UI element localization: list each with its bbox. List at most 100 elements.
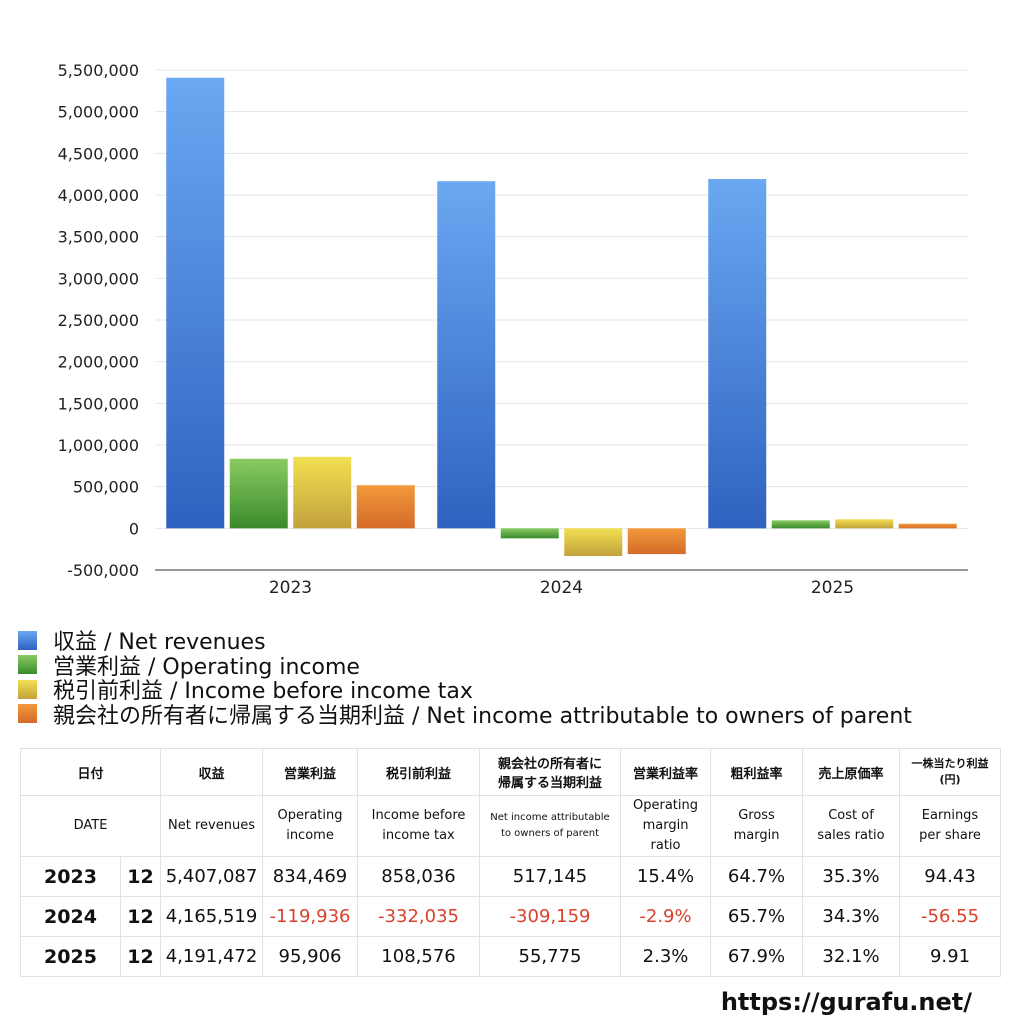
bar-income_before_tax-2024 (564, 528, 623, 557)
th-gross-margin-en: Gross margin (710, 795, 804, 857)
cell-operating-income: 95,906 (262, 936, 359, 977)
legend-item-operating-income: 営業利益 / Operating income (18, 653, 912, 680)
cell-net-income: 517,145 (479, 856, 622, 897)
legend-label-net-income-parent: 親会社の所有者に帰属する当期利益 / Net income attributab… (53, 703, 912, 729)
bar-operating_income-2024 (500, 528, 559, 539)
bar-income_before_tax-2025 (835, 519, 894, 529)
th-op-margin-en: Operating margin ratio (620, 795, 712, 857)
th-operating-income-en: Operating income (262, 795, 359, 857)
bar-net_income_parent-2024 (627, 528, 686, 555)
cell-month: 12 (119, 936, 162, 977)
th-operating-income-jp: 営業利益 (262, 748, 359, 796)
th-cost-ratio-en-line1: Cost of (828, 808, 874, 823)
th-net-income-en-line2: to owners of parent (500, 828, 600, 839)
th-pretax-jp: 税引前利益 (357, 748, 481, 796)
cell-pretax: -332,035 (357, 896, 481, 937)
legend-swatch-net-revenues (18, 630, 37, 650)
table-row: 2025 12 4,191,472 95,906 108,576 55,775 … (20, 936, 1002, 977)
site-url[interactable]: https://gurafu.net/ (720, 988, 972, 1016)
legend-label-net-revenues: 収益 / Net revenues (53, 630, 266, 656)
x-axis-labels: 2023 2024 2025 (269, 578, 854, 598)
th-net-income-jp-line1: 親会社の所有者に (498, 757, 603, 772)
cell-cost-ratio: 34.3% (802, 896, 901, 937)
th-eps-jp: 一株当たり利益 (円) (899, 748, 1002, 796)
y-tick-label: -500,000 (67, 561, 139, 580)
bar-net_income_parent-2025 (898, 523, 957, 529)
y-tick-label: 2,000,000 (58, 353, 139, 372)
bar-net_revenues-2023 (166, 77, 225, 529)
cell-revenues: 4,165,519 (160, 896, 264, 937)
th-cost-ratio-en: Cost of sales ratio (802, 795, 901, 857)
x-tick-label: 2025 (811, 578, 854, 598)
cell-op-margin: 2.3% (620, 936, 712, 977)
bar-operating_income-2023 (229, 458, 288, 529)
th-gross-margin-jp: 粗利益率 (710, 748, 804, 796)
bar-net_revenues-2024 (437, 181, 496, 529)
legend-swatch-income-before-tax (18, 679, 37, 699)
th-op-margin-en-line1: Operating (633, 798, 699, 813)
bar-net_revenues-2025 (708, 179, 767, 529)
cell-month: 12 (119, 856, 162, 897)
table-header-jp: 日付 収益 営業利益 税引前利益 親会社の所有者に 帰属する当期利益 営業利益率… (19, 748, 1002, 796)
th-cost-ratio-en-line2: sales ratio (817, 828, 885, 843)
legend-label-operating-income: 営業利益 / Operating income (53, 654, 360, 680)
bar-income_before_tax-2023 (293, 456, 352, 529)
th-pretax-en: Income before income tax (357, 795, 481, 857)
cell-operating-income: -119,936 (262, 896, 359, 937)
y-tick-label: 3,000,000 (58, 269, 139, 288)
cell-op-margin: -2.9% (620, 896, 712, 937)
y-tick-label: 4,000,000 (58, 186, 139, 205)
th-date-en: DATE (19, 795, 162, 857)
cell-eps: 9.91 (899, 936, 1002, 977)
th-revenues-jp: 収益 (160, 748, 264, 796)
legend-item-net-revenues: 収益 / Net revenues (18, 628, 912, 655)
bar-net_income_parent-2023 (356, 485, 415, 529)
th-net-income-en: Net income attributable to owners of par… (479, 795, 622, 857)
table-row: 2023 12 5,407,087 834,469 858,036 517,14… (20, 856, 1002, 897)
cell-gross-margin: 67.9% (710, 936, 804, 977)
legend-label-income-before-tax: 税引前利益 / Income before income tax (53, 679, 473, 705)
th-eps-jp-line1: 一株当たり利益 (911, 757, 989, 770)
cell-revenues: 4,191,472 (160, 936, 264, 977)
legend-swatch-net-income-parent (18, 704, 37, 724)
th-gross-margin-en-line1: Gross (738, 808, 775, 823)
th-op-margin-en-line2: margin (642, 818, 689, 833)
legend: 収益 / Net revenues 営業利益 / Operating incom… (18, 628, 912, 729)
legend-swatch-operating-income (18, 655, 37, 675)
th-eps-en-line2: per share (919, 828, 981, 843)
cell-revenues: 5,407,087 (160, 856, 264, 897)
bar-chart: 5,500,000 5,000,000 4,500,000 4,000,000 3,50… (58, 61, 968, 598)
x-tick-label: 2024 (540, 578, 583, 598)
y-tick-label: 3,500,000 (58, 228, 139, 247)
cell-op-margin: 15.4% (620, 856, 712, 897)
y-tick-label: 2,500,000 (58, 311, 139, 330)
financial-table: 日付 収益 営業利益 税引前利益 親会社の所有者に 帰属する当期利益 営業利益率… (19, 748, 1002, 977)
th-revenues-en: Net revenues (160, 795, 264, 857)
cell-eps: 94.43 (899, 856, 1002, 897)
y-tick-label: 4,500,000 (58, 144, 139, 163)
cell-gross-margin: 64.7% (710, 856, 804, 897)
y-tick-label: 500,000 (73, 478, 139, 497)
th-eps-en: Earnings per share (899, 795, 1002, 857)
table-row: 2024 12 4,165,519 -119,936 -332,035 -309… (20, 896, 1002, 937)
y-axis-labels: 5,500,000 5,000,000 4,500,000 4,000,000 3,50… (58, 61, 139, 580)
cell-eps: -56.55 (899, 896, 1002, 937)
y-tick-label: 5,000,000 (58, 103, 139, 122)
cell-year: 2023 (20, 856, 121, 897)
th-net-income-jp-line2: 帰属する当期利益 (498, 776, 603, 791)
th-date-jp: 日付 (19, 748, 162, 796)
y-tick-label: 1,500,000 (58, 394, 139, 413)
th-net-income-jp: 親会社の所有者に 帰属する当期利益 (479, 748, 622, 796)
th-op-margin-jp: 営業利益率 (620, 748, 712, 796)
table-header-en: DATE Net revenues Operating income Incom… (19, 795, 1002, 857)
y-tick-label: 0 (129, 519, 139, 538)
th-operating-income-en-line2: income (286, 828, 334, 843)
th-cost-ratio-jp: 売上原価率 (802, 748, 901, 796)
th-operating-income-en-line1: Operating (277, 808, 343, 823)
legend-item-net-income-parent: 親会社の所有者に帰属する当期利益 / Net income attributab… (18, 702, 912, 729)
cell-pretax: 858,036 (357, 856, 481, 897)
cell-operating-income: 834,469 (262, 856, 359, 897)
cell-pretax: 108,576 (357, 936, 481, 977)
x-tick-label: 2023 (269, 578, 312, 598)
cell-gross-margin: 65.7% (710, 896, 804, 937)
